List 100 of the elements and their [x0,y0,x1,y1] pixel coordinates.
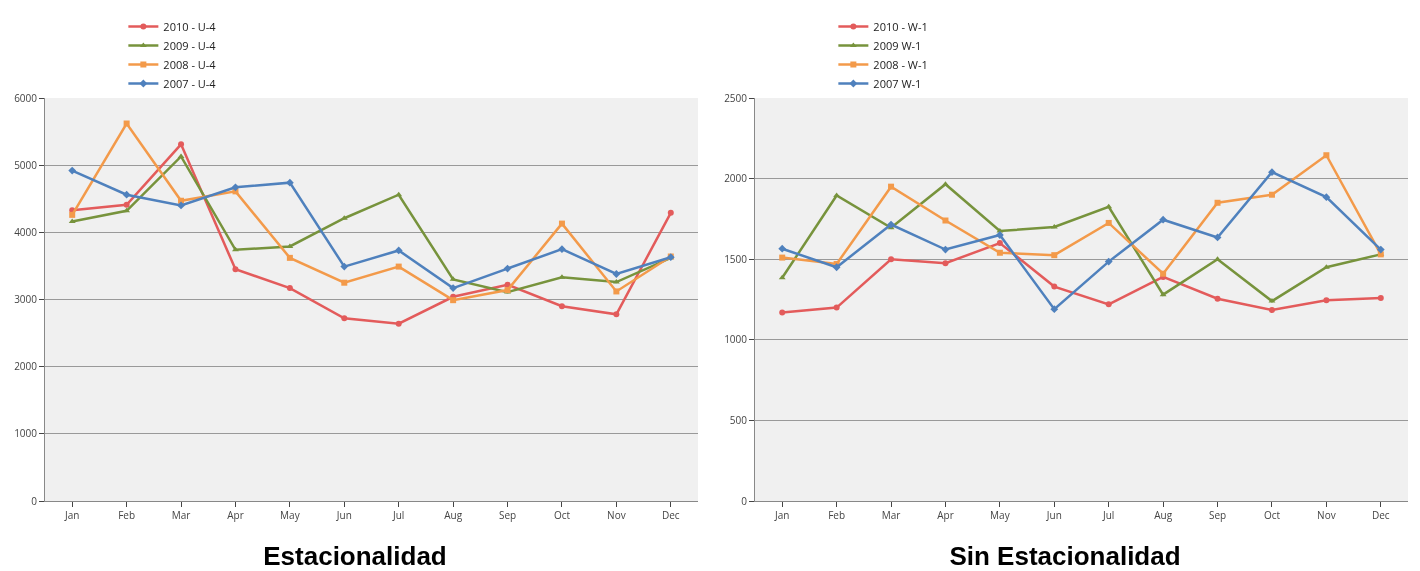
point [1376,245,1385,254]
point [833,304,840,311]
x-tick-label: Feb [828,508,846,522]
x-tick-label: Jan [774,508,790,522]
x-tick-label: Dec [1371,508,1390,522]
point [177,201,185,210]
y-tick-label: 0 [741,493,748,508]
point [613,288,620,295]
legend-label: 2010 - W-1 [873,18,928,34]
point [449,284,458,292]
point [613,311,620,318]
y-tick-label: 2000 [724,171,748,186]
x-tick-label: Jun [1045,508,1062,522]
point [341,279,348,286]
point [942,217,949,224]
x-tick-label: Oct [1263,508,1281,522]
point [942,181,949,186]
x-tick-label: Dec [661,508,680,522]
point [1377,294,1384,301]
x-tick-label: Mar [171,508,191,522]
point [1214,295,1221,302]
point [450,297,457,304]
point [887,220,895,229]
point [779,254,786,261]
point [503,264,512,273]
point [123,201,130,208]
legend-label: 2009 - U-4 [163,37,217,53]
x-tick-label: Jul [1102,508,1115,522]
x-tick-label: Mar [881,508,901,522]
point [123,120,130,127]
point [1323,152,1330,159]
point [996,240,1003,247]
legend-label: 2007 - U-4 [163,75,217,91]
x-tick-label: Aug [1154,508,1173,522]
y-tick-label: 2000 [14,359,38,374]
point [68,166,77,175]
point [1051,252,1058,259]
point [1214,256,1221,261]
point [1104,257,1113,266]
point [395,320,402,327]
point [778,244,787,253]
x-tick-label: Sep [1208,508,1227,522]
y-tick-label: 1500 [724,251,748,266]
point [68,218,76,224]
point [340,262,349,271]
text: Estacionalidad [263,541,447,571]
point [341,315,348,322]
y-tick-label: 6000 [14,90,38,105]
point [1214,199,1221,206]
point [1105,219,1112,226]
point [1268,306,1275,313]
legend-label: 2010 - U-4 [163,18,217,34]
y-tick-label: 500 [729,412,748,427]
x-tick-label: Aug [444,508,463,522]
legend-label: 2008 - W-1 [873,56,928,72]
point [1050,305,1059,314]
point [69,211,76,218]
point [1322,193,1331,202]
x-tick-label: Apr [937,508,954,522]
x-tick-label: Nov [1317,508,1336,522]
point [942,260,949,267]
point [286,285,293,292]
point [888,256,895,263]
point [558,220,565,227]
y-tick-label: 3000 [14,292,38,306]
point [832,263,841,272]
x-tick-label: Nov [607,508,626,522]
point [995,231,1004,239]
point [1105,301,1112,308]
point [558,303,565,310]
point [1213,233,1222,242]
legend-label: 2009 W-1 [873,37,922,53]
x-tick-label: Apr [227,508,244,522]
point [1268,168,1276,177]
legend-label: 2008 - U-4 [163,56,217,72]
point [1268,191,1275,198]
x-tick-label: Jul [392,508,405,522]
legend-label: 2007 W-1 [873,75,922,91]
point [888,183,895,190]
text: Sin Estacionalidad [949,541,1181,571]
y-tick-label: 4000 [14,224,38,239]
x-tick-label: May [990,508,1011,522]
point [996,249,1003,256]
y-tick-label: 1000 [724,332,748,347]
point [1159,215,1168,224]
x-tick-label: May [280,508,301,522]
point [1323,297,1330,304]
point [286,254,293,261]
y-tick-label: 1000 [14,426,38,441]
y-tick-label: 5000 [14,157,38,172]
point [1159,291,1167,297]
x-tick-label: Jun [335,508,352,522]
point [394,246,403,255]
point [395,263,402,270]
point [178,141,185,148]
y-tick-label: 2500 [724,90,748,105]
point [231,183,240,192]
point [612,270,621,278]
point [779,309,786,316]
point [1051,283,1058,290]
